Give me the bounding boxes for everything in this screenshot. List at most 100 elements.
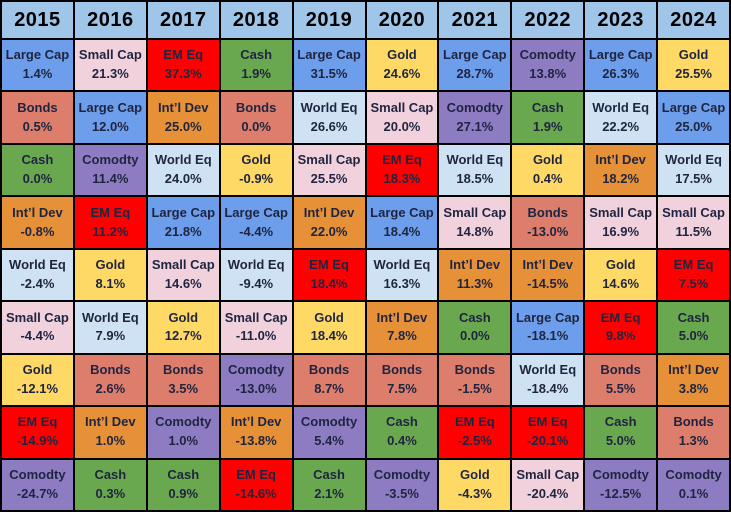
asset-return-value: 0.0% (460, 328, 490, 344)
asset-name: Comodty (373, 466, 431, 482)
asset-return-value: 0.0% (241, 118, 271, 134)
asset-name: Large Cap (224, 204, 288, 220)
asset-return-value: -1.5% (457, 380, 492, 396)
asset-return-value: -18.1% (527, 328, 569, 344)
asset-cell: Comodty 27.1% (439, 92, 511, 143)
asset-cell: Gold -12.1% (2, 354, 73, 406)
asset-name: EM Eq (527, 414, 568, 430)
asset-return-value: 0.3% (95, 485, 126, 501)
asset-return-value: 0.5% (22, 118, 53, 134)
asset-cell: Cash 0.4% (366, 407, 438, 458)
asset-return-value: 0.1% (678, 485, 709, 501)
asset-cell: Gold 12.7% (147, 302, 219, 353)
asset-cell: Bonds 2.6% (74, 354, 146, 406)
asset-name: Cash (604, 414, 637, 430)
asset-return-value: -9.4% (239, 275, 274, 291)
asset-name: World Eq (154, 152, 212, 168)
asset-name: Comodty (82, 152, 139, 168)
asset-name: Bonds (17, 99, 58, 115)
asset-cell: World Eq 16.3% (366, 249, 438, 301)
asset-cell: EM Eq 9.8% (585, 302, 657, 353)
asset-name: Gold (95, 257, 126, 273)
asset-return-value: -24.7% (16, 485, 59, 501)
asset-name: Gold (314, 309, 344, 325)
asset-return-value: 24.6% (383, 66, 421, 82)
asset-cell: Cash 0.0% (439, 302, 511, 353)
asset-name: Small Cap (6, 309, 69, 325)
asset-cell: Comodty 5.4% (293, 407, 365, 458)
asset-return-value: 0.0% (22, 171, 53, 187)
asset-cell: EM Eq -14.6% (220, 459, 292, 510)
asset-name: World Eq (592, 99, 650, 115)
asset-return-value: -3.5% (384, 485, 419, 501)
asset-name: Gold (387, 47, 417, 63)
asset-cell: World Eq 7.9% (74, 302, 146, 353)
asset-cell: Small Cap -11.0% (220, 302, 292, 353)
asset-cell: Large Cap -18.1% (512, 302, 584, 353)
asset-cell: Small Cap 25.5% (293, 144, 365, 196)
year-header: 2016 (74, 2, 146, 38)
asset-return-value: -20.4% (527, 485, 569, 501)
asset-return-value: -18.4% (527, 380, 569, 396)
asset-name: EM Eq (454, 414, 495, 430)
asset-cell: Small Cap -20.4% (512, 459, 584, 510)
asset-return-value: 7.8% (387, 328, 417, 344)
asset-name: Bonds (235, 99, 277, 115)
asset-return-value: 14.8% (456, 223, 494, 239)
asset-return-value: 3.8% (678, 380, 709, 396)
asset-name: Gold (168, 309, 199, 325)
asset-name: Int’l Dev (449, 257, 501, 273)
asset-name: Cash (458, 309, 491, 325)
asset-name: Small Cap (443, 204, 507, 220)
asset-name: World Eq (446, 152, 504, 168)
year-header: 2023 (585, 2, 657, 38)
asset-cell: Large Cap 25.0% (658, 92, 729, 143)
asset-name: World Eq (373, 257, 431, 273)
asset-name: World Eq (9, 257, 66, 273)
asset-cell: Int’l Dev 3.8% (658, 354, 729, 406)
asset-name: Small Cap (224, 309, 288, 325)
asset-cell: Large Cap 18.4% (366, 197, 438, 248)
asset-return-value: 12.0% (91, 118, 129, 134)
year-header: 2021 (439, 2, 511, 38)
asset-cell: EM Eq 7.5% (658, 249, 729, 301)
asset-name: Cash (386, 414, 418, 430)
asset-return-value: 8.1% (95, 275, 126, 291)
asset-name: Bonds (308, 362, 350, 378)
asset-cell: Cash 5.0% (585, 407, 657, 458)
asset-name: Cash (21, 152, 54, 168)
asset-return-value: 0.9% (168, 485, 199, 501)
year-header: 2020 (366, 2, 438, 38)
asset-cell: World Eq -18.4% (512, 354, 584, 406)
asset-cell: Gold 14.6% (585, 249, 657, 301)
asset-return-value: 2.6% (95, 380, 126, 396)
asset-return-value: 3.5% (168, 380, 199, 396)
asset-cell: Bonds 7.5% (366, 354, 438, 406)
year-header: 2018 (220, 2, 292, 38)
asset-return-value: -11.0% (235, 328, 277, 344)
asset-cell: Int’l Dev -13.8% (220, 407, 292, 458)
asset-name: Gold (241, 152, 271, 168)
asset-return-value: -13.0% (527, 223, 569, 239)
year-header: 2022 (512, 2, 584, 38)
asset-cell: Large Cap 26.3% (585, 40, 657, 91)
asset-name: Gold (605, 257, 636, 273)
asset-name: Comodty (300, 414, 358, 430)
asset-return-value: 13.8% (529, 66, 567, 82)
asset-return-value: 18.4% (310, 275, 348, 291)
asset-cell: Small Cap 20.0% (366, 92, 438, 143)
asset-name: World Eq (227, 257, 285, 273)
asset-name: EM Eq (17, 414, 58, 430)
asset-name: Bonds (90, 362, 131, 378)
asset-cell: EM Eq 37.3% (147, 40, 219, 91)
asset-return-value: 1.0% (95, 433, 126, 449)
asset-name: Int’l Dev (230, 414, 282, 430)
asset-name: Large Cap (588, 47, 653, 63)
asset-cell: Small Cap 14.8% (439, 197, 511, 248)
asset-name: Comodty (665, 466, 722, 482)
asset-name: Large Cap (370, 204, 434, 220)
asset-return-value: 25.0% (675, 118, 712, 134)
asset-name: Int’l Dev (85, 414, 136, 430)
asset-return-value: 22.0% (310, 223, 348, 239)
